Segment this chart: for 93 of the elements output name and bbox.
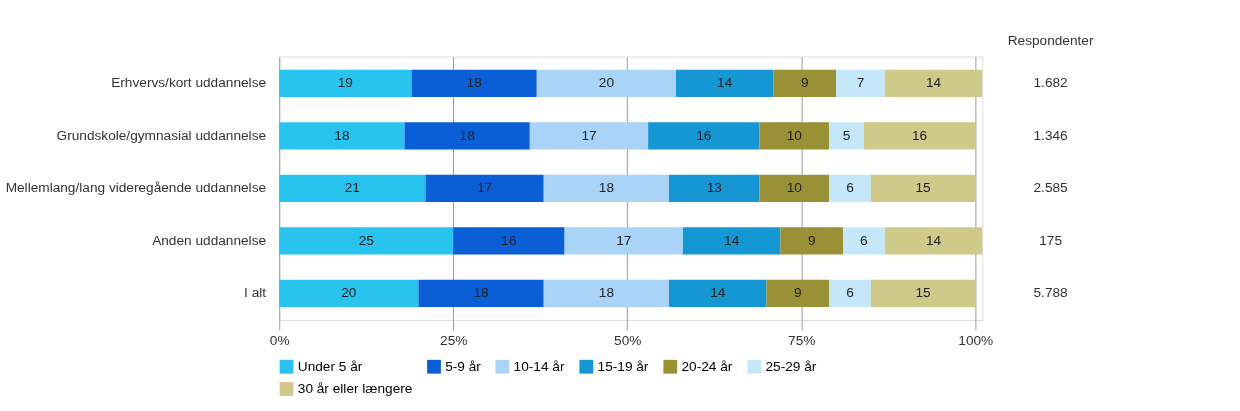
legend-label: Under 5 år	[297, 358, 363, 374]
bar	[843, 227, 885, 255]
bar	[759, 174, 830, 203]
bar	[536, 69, 676, 97]
bar	[453, 227, 565, 255]
bar	[404, 122, 530, 150]
bar	[279, 174, 426, 203]
text: Respondenter	[1007, 32, 1094, 48]
bar	[675, 69, 774, 97]
legend-label: 20-24 år	[681, 358, 733, 374]
bar	[543, 279, 670, 308]
bar	[669, 279, 767, 308]
data-label: 18	[473, 285, 489, 301]
bar	[836, 69, 885, 97]
data-label: 19	[337, 75, 353, 91]
bar	[870, 279, 976, 308]
bar	[543, 174, 670, 203]
data-label: 10	[786, 180, 803, 196]
data-label: 13	[706, 180, 722, 196]
y-tick-label: Anden uddannelse	[152, 232, 267, 248]
x-tick-label: 75%	[788, 333, 816, 349]
bar	[418, 279, 544, 308]
data-label: 6	[846, 180, 854, 196]
bar	[829, 279, 871, 308]
data-label: 18	[459, 127, 475, 143]
bar	[870, 174, 976, 203]
bar	[773, 69, 837, 97]
data-label: 9	[807, 232, 816, 248]
data-label: 16	[911, 127, 928, 143]
data-label: 15	[915, 285, 932, 301]
y-tick-label: Mellemlang/lang videregående uddannelse	[5, 180, 267, 196]
text: 5.788	[1033, 285, 1068, 301]
x-tick-label: 25%	[440, 333, 468, 349]
data-label: 9	[793, 285, 802, 301]
data-label: 14	[724, 232, 740, 248]
text: 1.682	[1033, 75, 1068, 91]
bar	[766, 279, 830, 308]
legend-label: 5-9 år	[445, 358, 482, 374]
data-label: 14	[717, 75, 733, 91]
bar	[669, 174, 760, 203]
bar	[529, 122, 649, 150]
data-label: 16	[696, 127, 712, 143]
x-tick-label: 50%	[614, 333, 642, 349]
bar	[884, 69, 983, 97]
text: 1.346	[1033, 127, 1068, 143]
data-label: 20	[341, 285, 357, 301]
text: 2.585	[1033, 180, 1069, 196]
bar	[425, 174, 544, 203]
legend-label: 30 år eller længere	[297, 380, 413, 396]
x-tick-label: 100%	[958, 333, 994, 349]
bar	[829, 174, 871, 203]
bar	[411, 69, 537, 97]
bar	[780, 227, 844, 255]
data-label: 7	[856, 75, 865, 91]
data-label: 17	[616, 232, 632, 248]
legend-label: 15-19 år	[597, 358, 649, 374]
y-tick-label: I alt	[244, 285, 267, 301]
y-tick-label: Erhvervs/kort uddannelse	[111, 75, 267, 91]
bar	[759, 122, 830, 150]
bar	[564, 227, 683, 255]
data-label: 14	[710, 285, 726, 301]
bar	[648, 122, 760, 150]
data-label: 16	[501, 232, 517, 248]
bar	[279, 279, 419, 308]
data-label: 10	[786, 127, 803, 143]
data-label: 17	[581, 127, 597, 143]
data-label: 14	[925, 75, 942, 91]
bar	[863, 122, 976, 150]
data-label: 18	[334, 127, 350, 143]
data-label: 25	[358, 232, 375, 248]
bar	[279, 69, 412, 97]
bar	[279, 122, 405, 150]
data-label: 18	[466, 75, 482, 91]
bar	[829, 122, 864, 150]
bar	[279, 227, 454, 255]
data-label: 14	[925, 232, 942, 248]
legend-label: 25-29 år	[765, 358, 817, 374]
bar	[884, 227, 983, 255]
text: 175	[1039, 232, 1063, 248]
data-label: 9	[800, 75, 809, 91]
data-label: 20	[598, 75, 615, 91]
data-label: 6	[860, 232, 868, 248]
data-label: 17	[476, 180, 493, 196]
data-label: 21	[344, 180, 360, 196]
bar	[682, 227, 781, 255]
y-tick-label: Grundskole/gymnasial uddannelse	[56, 127, 267, 143]
data-label: 18	[598, 285, 614, 301]
x-tick-label: 0%	[269, 333, 290, 349]
data-label: 6	[846, 285, 854, 301]
data-label: 18	[598, 180, 614, 196]
data-label: 15	[915, 180, 932, 196]
legend-label: 10-14 år	[513, 358, 565, 374]
data-label: 5	[842, 127, 851, 143]
